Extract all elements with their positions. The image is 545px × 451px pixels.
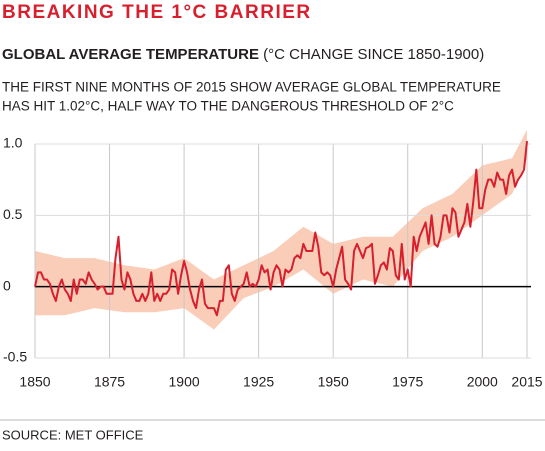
y-tick-label: -0.5 (3, 349, 27, 365)
chart-title: BREAKING THE 1°C BARRIER (2, 2, 312, 23)
x-tick-label: 1875 (94, 374, 125, 390)
x-tick-label: 1975 (392, 374, 423, 390)
subtitle-main: GLOBAL AVERAGE TEMPERATURE (2, 46, 259, 63)
x-tick-label: 2000 (467, 374, 498, 390)
temperature-line (34, 141, 528, 317)
x-tick-label: 1950 (318, 374, 349, 390)
description-line: HAS HIT 1.02°C, HALF WAY TO THE DANGEROU… (2, 99, 454, 114)
y-tick-label: 0 (3, 277, 11, 293)
x-tick-label: 1900 (169, 374, 200, 390)
uncertainty-band (35, 129, 527, 330)
x-tick-label: 1925 (243, 374, 274, 390)
y-tick-label: 1.0 (3, 135, 23, 151)
subtitle-note: (°C CHANGE SINCE 1850-1900) (263, 46, 484, 63)
x-tick-label: 1850 (19, 374, 50, 390)
source-note: SOURCE: MET OFFICE (2, 427, 144, 442)
description-line: THE FIRST NINE MONTHS OF 2015 SHOW AVERA… (2, 80, 501, 95)
y-tick-label: 0.5 (3, 206, 23, 222)
x-tick-label: 2015 (511, 374, 542, 390)
chart-subtitle: GLOBAL AVERAGE TEMPERATURE (°C CHANGE SI… (2, 46, 484, 63)
